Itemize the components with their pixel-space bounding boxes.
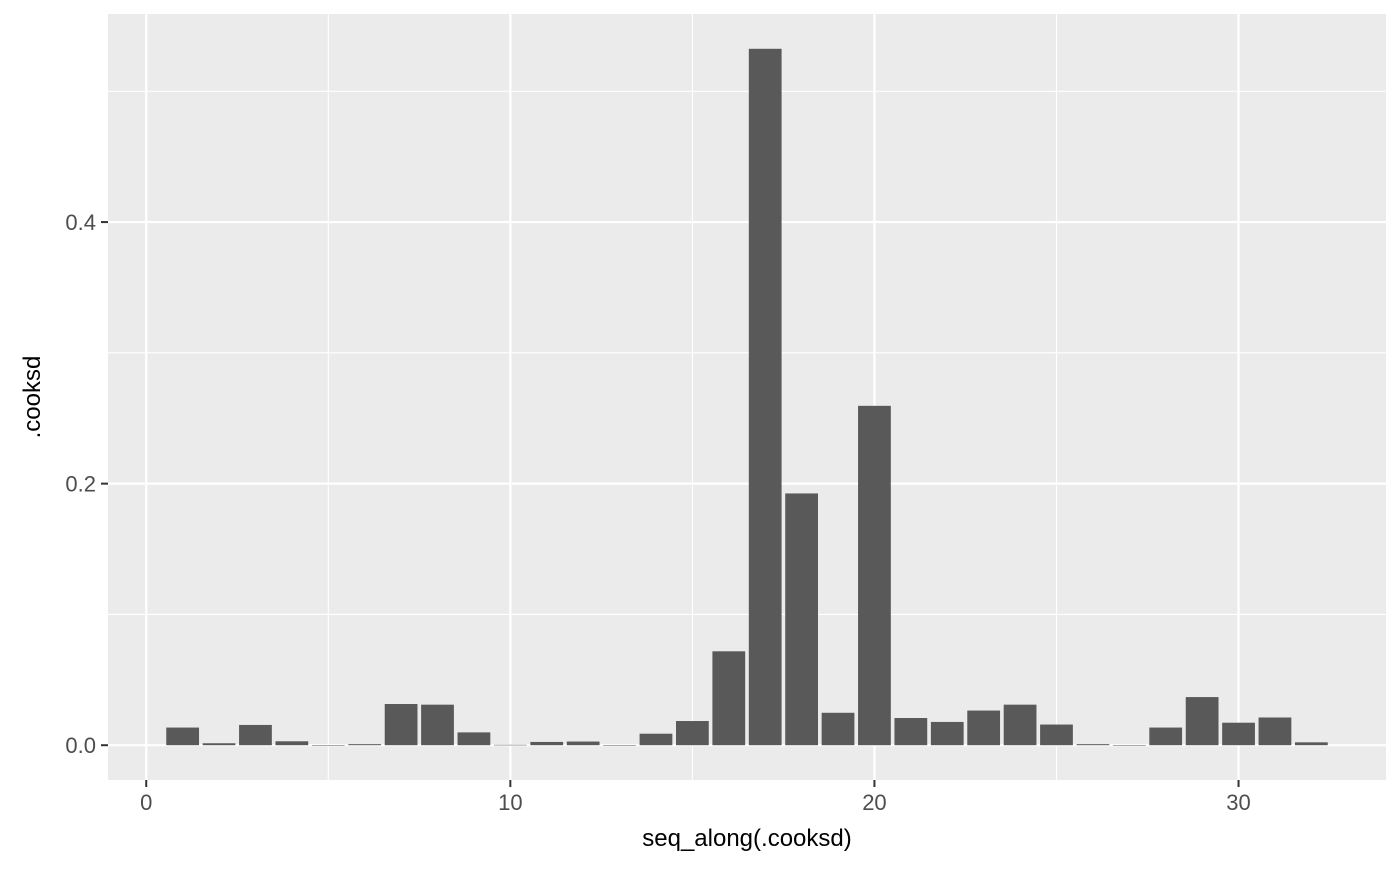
bars <box>166 48 1328 746</box>
bar <box>1003 704 1037 746</box>
x-tick-label: 0 <box>140 790 152 815</box>
bar <box>384 704 418 746</box>
bar <box>275 741 309 746</box>
bar <box>967 710 1001 746</box>
bar <box>493 744 527 746</box>
bar <box>202 743 236 746</box>
bar <box>166 727 200 746</box>
bar <box>311 745 345 746</box>
bar <box>712 651 746 746</box>
bar <box>639 733 673 746</box>
bar <box>821 712 855 746</box>
x-tick-label: 10 <box>498 790 522 815</box>
bar <box>1076 744 1110 746</box>
bar <box>1185 697 1219 746</box>
y-tick-label: 0.2 <box>65 472 96 497</box>
bar <box>1294 742 1328 746</box>
plot-panel <box>108 14 1386 780</box>
x-axis: 0 10 20 30 <box>140 780 1251 815</box>
minor-gridlines <box>108 14 1386 780</box>
bar <box>1112 745 1146 746</box>
bar <box>858 405 891 746</box>
x-tick-label: 30 <box>1226 790 1250 815</box>
bar <box>785 493 818 746</box>
y-tick-label: 0.4 <box>65 210 96 235</box>
bar <box>348 744 382 746</box>
bar <box>676 721 709 746</box>
bar <box>1258 717 1292 746</box>
x-tick-label: 20 <box>862 790 886 815</box>
bar <box>1222 722 1255 746</box>
bar <box>1040 724 1073 746</box>
bar <box>566 741 600 746</box>
bar <box>1149 727 1183 746</box>
bar <box>894 718 928 746</box>
bar <box>457 732 491 746</box>
y-axis: 0.0 0.2 0.4 <box>65 210 108 758</box>
bar <box>930 721 964 746</box>
x-axis-title: seq_along(.cooksd) <box>642 825 851 852</box>
bar <box>603 745 636 746</box>
y-tick-label: 0.0 <box>65 733 96 758</box>
bar <box>530 741 564 746</box>
y-axis-title: .cooksd <box>19 356 46 439</box>
bar <box>239 724 272 746</box>
bar <box>748 48 782 746</box>
bar <box>421 704 454 746</box>
